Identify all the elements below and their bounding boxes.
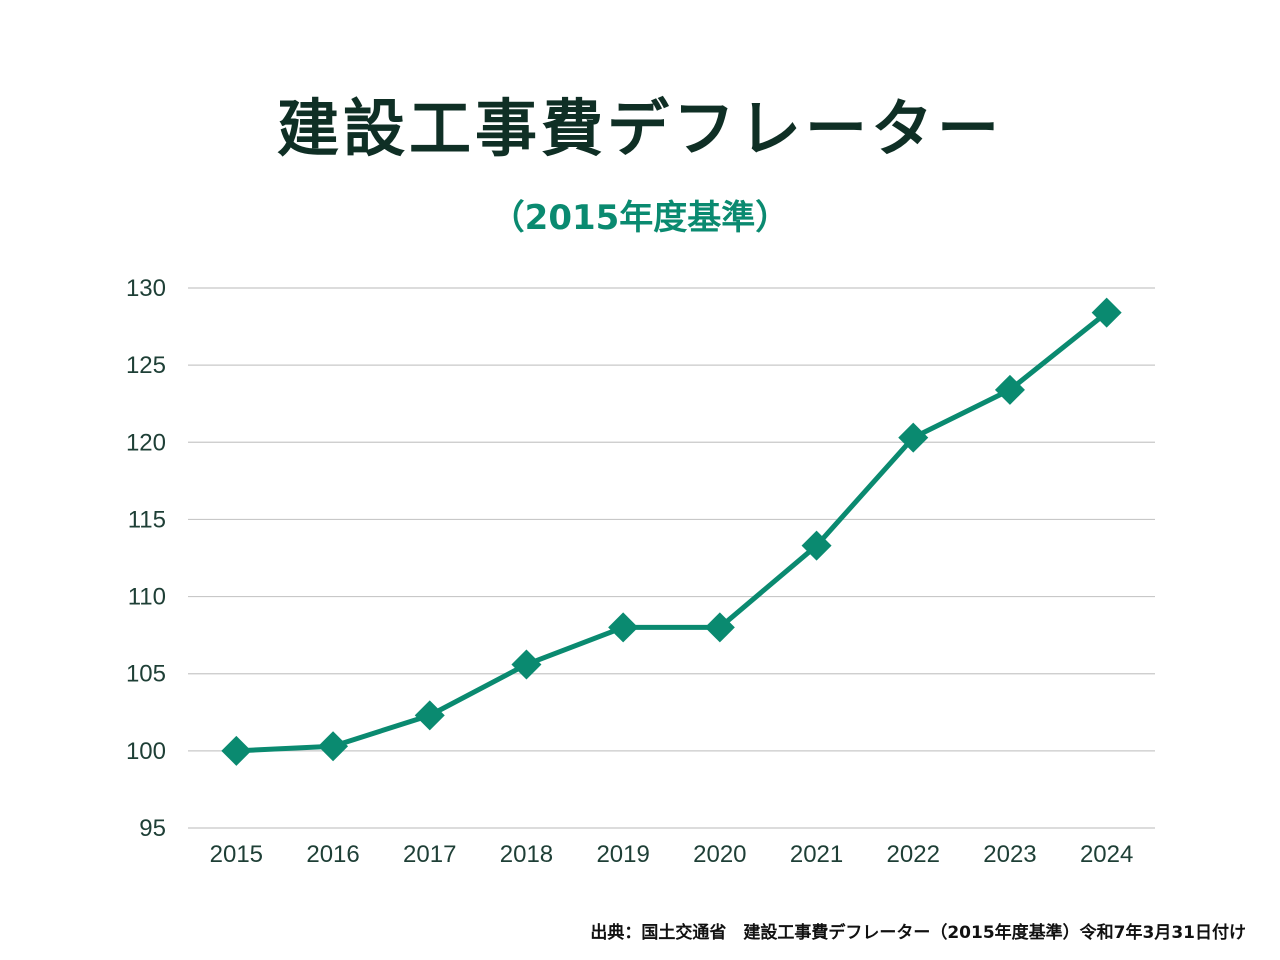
y-tick-label: 125 xyxy=(126,352,166,379)
x-tick-label: 2024 xyxy=(1080,841,1133,868)
x-tick-label: 2023 xyxy=(983,841,1036,868)
data-point-marker xyxy=(318,731,349,762)
x-tick-label: 2019 xyxy=(596,841,649,868)
series-line xyxy=(233,310,1110,754)
data-point-marker xyxy=(608,612,639,643)
data-point-marker xyxy=(1091,297,1122,328)
x-tick-label: 2020 xyxy=(693,841,746,868)
data-point-marker xyxy=(414,700,445,731)
x-tick-label: 2016 xyxy=(306,841,359,868)
data-point-marker xyxy=(704,612,735,643)
data-point-marker xyxy=(898,422,929,453)
x-tick-label: 2018 xyxy=(500,841,553,868)
y-tick-label: 105 xyxy=(126,661,166,688)
data-point-marker xyxy=(511,649,542,680)
data-point-marker xyxy=(994,374,1025,405)
chart-subtitle: （2015年度基準） xyxy=(490,198,790,238)
data-point-marker xyxy=(221,735,252,766)
y-tick-label: 100 xyxy=(126,738,166,765)
x-tick-label: 2015 xyxy=(210,841,263,868)
y-tick-label: 110 xyxy=(128,584,166,611)
y-tick-label: 120 xyxy=(126,429,166,456)
x-tick-label: 2022 xyxy=(887,841,940,868)
data-point-marker xyxy=(801,530,832,561)
chart-title: 建設工事費デフレーター xyxy=(276,92,1003,165)
source-note: 出典：国土交通省 建設工事費デフレーター（2015年度基準）令和7年3月31日付… xyxy=(590,923,1246,943)
y-tick-label: 130 xyxy=(126,275,166,302)
x-tick-label: 2017 xyxy=(403,841,456,868)
y-tick-label: 95 xyxy=(139,815,166,842)
y-tick-label: 115 xyxy=(128,506,166,533)
x-tick-label: 2021 xyxy=(790,841,843,868)
